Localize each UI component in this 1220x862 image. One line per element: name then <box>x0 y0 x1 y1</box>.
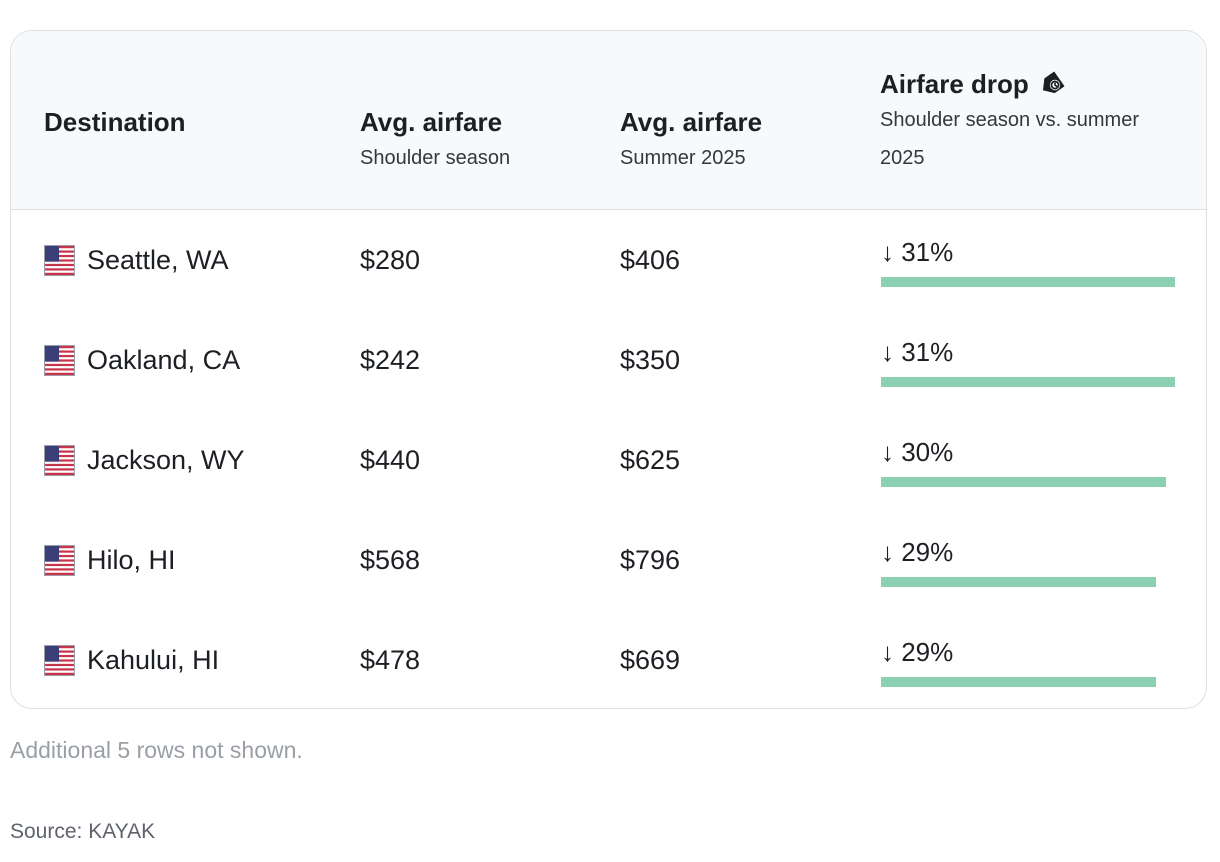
table-header: Destination Avg. airfare Shoulder season… <box>11 31 1206 210</box>
destination-cell: Jackson, WY <box>87 445 245 475</box>
table-row: Kahului, HI $478 $669 ↓ 29% <box>11 610 1206 708</box>
drop-bar <box>881 277 1175 287</box>
shoulder-price-cell: $280 <box>360 245 421 275</box>
table-row: Oakland, CA $242 $350 ↓ 31% <box>11 310 1206 410</box>
header-drop-title: Airfare drop <box>880 69 1029 99</box>
header-summer-sub: Summer 2025 <box>620 147 746 169</box>
drop-percent-label: ↓ 31% <box>881 237 954 267</box>
drop-bar <box>881 677 1156 687</box>
header-drop-sub-1: Shoulder season vs. summer <box>880 109 1140 131</box>
airfare-table: Destination Avg. airfare Shoulder season… <box>10 30 1207 709</box>
drop-percent-label: ↓ 30% <box>881 437 954 467</box>
us-flag-icon <box>44 245 75 276</box>
table-row: Jackson, WY $440 $625 ↓ 30% <box>11 410 1206 510</box>
header-shoulder-title: Avg. airfare <box>360 107 503 137</box>
summer-price-cell: $350 <box>620 345 681 375</box>
drop-bar <box>881 477 1166 487</box>
drop-percent-label: ↓ 29% <box>881 537 954 567</box>
header-shoulder-sub: Shoulder season <box>360 147 511 169</box>
header-summer-title: Avg. airfare <box>620 107 763 137</box>
summer-price-cell: $669 <box>620 645 681 675</box>
drop-percent-label: ↓ 31% <box>881 337 954 367</box>
drop-bar <box>881 377 1175 387</box>
price-tag-icon <box>1039 71 1065 97</box>
shoulder-price-cell: $568 <box>360 545 421 575</box>
rows-not-shown-note: Additional 5 rows not shown. <box>10 737 303 763</box>
summer-price-cell: $625 <box>620 445 681 475</box>
shoulder-price-cell: $478 <box>360 645 421 675</box>
destination-cell: Hilo, HI <box>87 545 176 575</box>
table-row: Hilo, HI $568 $796 ↓ 29% <box>11 510 1206 610</box>
destination-cell: Seattle, WA <box>87 245 229 275</box>
header-drop: Airfare drop <box>880 69 1065 100</box>
us-flag-icon <box>44 545 75 576</box>
table-row: Seattle, WA $280 $406 ↓ 31% <box>11 210 1206 310</box>
us-flag-icon <box>44 345 75 376</box>
summer-price-cell: $796 <box>620 545 681 575</box>
us-flag-icon <box>44 645 75 676</box>
destination-cell: Oakland, CA <box>87 345 241 375</box>
shoulder-price-cell: $440 <box>360 445 421 475</box>
drop-bar <box>881 577 1156 587</box>
shoulder-price-cell: $242 <box>360 345 421 375</box>
header-drop-sub-2: 2025 <box>880 147 925 169</box>
source-label: Source: KAYAK <box>10 820 156 843</box>
header-destination: Destination <box>44 107 186 137</box>
summer-price-cell: $406 <box>620 245 681 275</box>
us-flag-icon <box>44 445 75 476</box>
destination-cell: Kahului, HI <box>87 645 220 675</box>
drop-percent-label: ↓ 29% <box>881 637 954 667</box>
